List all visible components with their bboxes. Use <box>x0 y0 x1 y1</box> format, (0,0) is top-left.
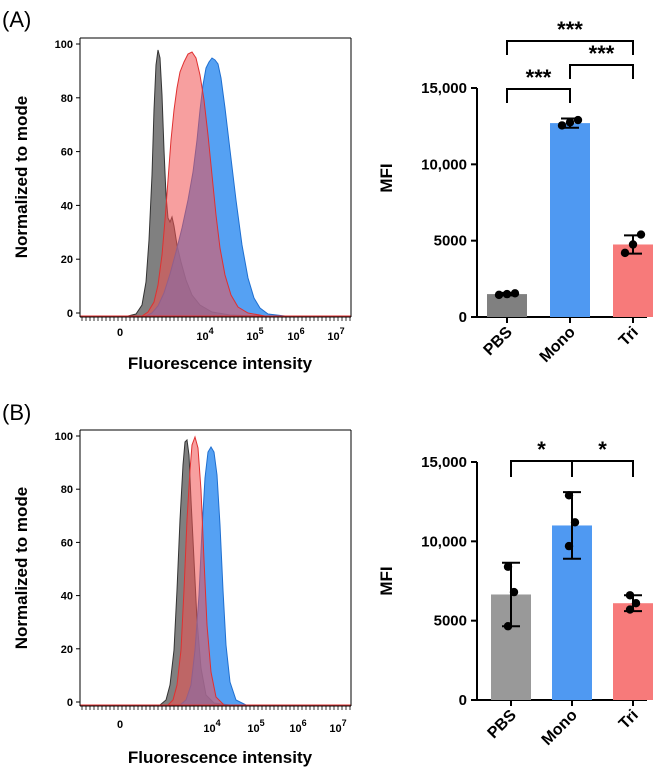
bar-chart-a-point-pbs <box>494 290 504 300</box>
histogram-b-xtick-2: 105 <box>247 718 264 735</box>
bar-chart-a-point-tri <box>628 240 638 249</box>
bar-chart-b-bar-tri <box>613 603 653 700</box>
histogram-a-xtick-0: 0 <box>117 327 123 339</box>
bar-chart-a-category-2: Tri <box>616 324 642 350</box>
histogram-a-ytick-label: 60 <box>61 147 73 159</box>
bar-chart-a-ytick-1: 5000 <box>434 233 467 250</box>
bar-chart-b-y-label: MFI <box>377 566 396 595</box>
bar-chart-b-significance-bracket <box>571 460 634 477</box>
histogram-b-xtick-3: 106 <box>289 718 306 735</box>
bar-chart-a-bar-tri <box>613 244 653 317</box>
bar-chart-a-significance-bracket <box>506 88 571 103</box>
bar-chart-b-point-pbs <box>503 622 513 631</box>
bar-chart-a-point-mono <box>557 121 567 130</box>
bar-chart-b-significance-labels: * * <box>537 437 607 462</box>
histogram-b-ytick-label: 20 <box>61 644 73 656</box>
histogram-b-x-label: Fluorescence intensity <box>128 748 313 767</box>
bar-chart-a-significance-bracket <box>569 64 634 79</box>
bar-chart-a-y-label: MFI <box>377 163 396 192</box>
histogram-a-xtick-1: 104 <box>196 326 213 343</box>
bar-chart-a-significance-bracket <box>506 40 634 55</box>
bar-chart-a-sig-1: *** <box>589 41 615 66</box>
bar-chart-b-ytick-0: 0 <box>459 692 467 709</box>
bar-chart-b-ytick-labels: 0 5000 10,000 15,000 <box>421 454 467 709</box>
bar-chart-a-point-tri <box>636 230 646 239</box>
histogram-a-ytick-label: 80 <box>61 93 73 105</box>
bar-chart-a-bar-pbs <box>487 294 527 317</box>
bar-chart-b-point-pbs <box>503 562 513 571</box>
bar-chart-b-category-1: Mono <box>539 707 581 749</box>
histogram-a-x-label: Fluorescence intensity <box>128 354 313 373</box>
bar-chart-a-significance-labels: *** *** *** <box>526 17 615 90</box>
histogram-a-y-ticks: 0 20 40 60 80 100 <box>55 39 80 320</box>
bar-chart-b-point-pbs <box>509 587 519 597</box>
bar-chart-b-point-mono <box>564 541 574 551</box>
bar-chart-a-ytick-3: 15,000 <box>421 80 467 97</box>
bar-chart-a-sig-0: *** <box>526 65 552 90</box>
bar-chart-a: MFI 0 5000 10,000 15,000 PBS Mono Tri **… <box>377 17 653 366</box>
bar-chart-a-sig-2: *** <box>557 17 583 42</box>
histogram-b-ytick-label: 40 <box>61 591 73 603</box>
bar-chart-a-ytick-0: 0 <box>459 309 467 326</box>
histogram-b-ytick-label: 100 <box>55 431 73 443</box>
bar-chart-b-marks <box>471 460 653 706</box>
bar-chart-a-point-mono <box>573 115 583 125</box>
bar-chart-a-ytick-labels: 0 5000 10,000 15,000 <box>421 80 467 326</box>
bar-chart-b-point-tri <box>631 599 641 608</box>
histogram-a-tri-curve <box>80 51 351 317</box>
histogram-a: 0 20 40 60 80 100 0 104 105 106 107 Fluoresce… <box>12 37 352 373</box>
bar-chart-b-sig-0: * <box>537 437 546 462</box>
histogram-a-ytick-label: 0 <box>67 308 73 320</box>
bar-chart-b-point-tri <box>625 591 635 600</box>
bar-chart-b-point-mono <box>570 518 580 527</box>
histogram-a-y-label: Normalized to mode <box>12 96 31 258</box>
bar-chart-b: MFI 0 5000 10,000 15,000 PBS Mono Tri * … <box>377 437 653 749</box>
histogram-b-ytick-label: 80 <box>61 484 73 496</box>
bar-chart-a-bar-mono <box>550 123 590 317</box>
histogram-a-x-tick-labels: 0 104 105 106 107 <box>117 326 345 343</box>
histogram-b-mono-curve <box>80 446 351 706</box>
histogram-a-xtick-2: 105 <box>246 326 263 343</box>
histogram-b-y-ticks: 0 20 40 60 80 100 <box>55 431 80 709</box>
histogram-a-x-minor-ticks <box>81 317 351 321</box>
histogram-b-xtick-1: 104 <box>203 718 220 735</box>
bar-chart-a-point-tri <box>620 248 630 258</box>
panel-b-label: (B) <box>2 400 31 425</box>
bar-chart-a-point-pbs <box>502 289 512 299</box>
histogram-a-xtick-4: 107 <box>327 326 344 343</box>
bar-chart-b-category-0: PBS <box>485 707 521 743</box>
bar-chart-a-point-pbs <box>510 289 520 298</box>
histogram-b-xtick-4: 107 <box>329 718 346 735</box>
histogram-b-ytick-label: 0 <box>67 697 73 709</box>
bar-chart-b-ytick-1: 5000 <box>434 613 467 630</box>
histogram-b-x-minor-ticks <box>81 706 351 710</box>
bar-chart-a-category-labels: PBS Mono Tri <box>481 324 642 366</box>
histogram-a-ytick-label: 100 <box>55 39 73 51</box>
bar-chart-b-category-2: Tri <box>616 707 642 733</box>
histogram-b-tri-curve <box>80 435 351 706</box>
bar-chart-a-ytick-2: 10,000 <box>421 156 467 173</box>
histogram-b-ytick-label: 60 <box>61 537 73 549</box>
bar-chart-b-ytick-2: 10,000 <box>421 533 467 550</box>
histogram-a-ytick-label: 20 <box>61 254 73 266</box>
bar-chart-b-point-mono <box>564 491 574 500</box>
histogram-b-y-label: Normalized to mode <box>12 487 31 649</box>
bar-chart-a-category-0: PBS <box>481 324 517 360</box>
bar-chart-b-point-tri <box>625 605 635 614</box>
histogram-b-xtick-0: 0 <box>117 719 123 731</box>
bar-chart-b-ytick-3: 15,000 <box>421 454 467 471</box>
bar-chart-a-marks <box>471 40 653 323</box>
bar-chart-b-category-labels: PBS Mono Tri <box>485 707 642 749</box>
histogram-b-x-tick-labels: 0 104 105 106 107 <box>117 718 347 735</box>
bar-chart-b-significance-bracket <box>510 460 573 477</box>
panel-a-label: (A) <box>2 7 31 32</box>
bar-chart-b-sig-1: * <box>598 437 607 462</box>
bar-chart-a-point-mono <box>565 118 575 127</box>
histogram-a-ytick-label: 40 <box>61 200 73 212</box>
histogram-a-xtick-3: 106 <box>287 326 304 343</box>
bar-chart-a-category-1: Mono <box>537 324 579 366</box>
histogram-b: 0 20 40 60 80 100 0 104 105 106 107 Fluoresce… <box>12 429 352 767</box>
